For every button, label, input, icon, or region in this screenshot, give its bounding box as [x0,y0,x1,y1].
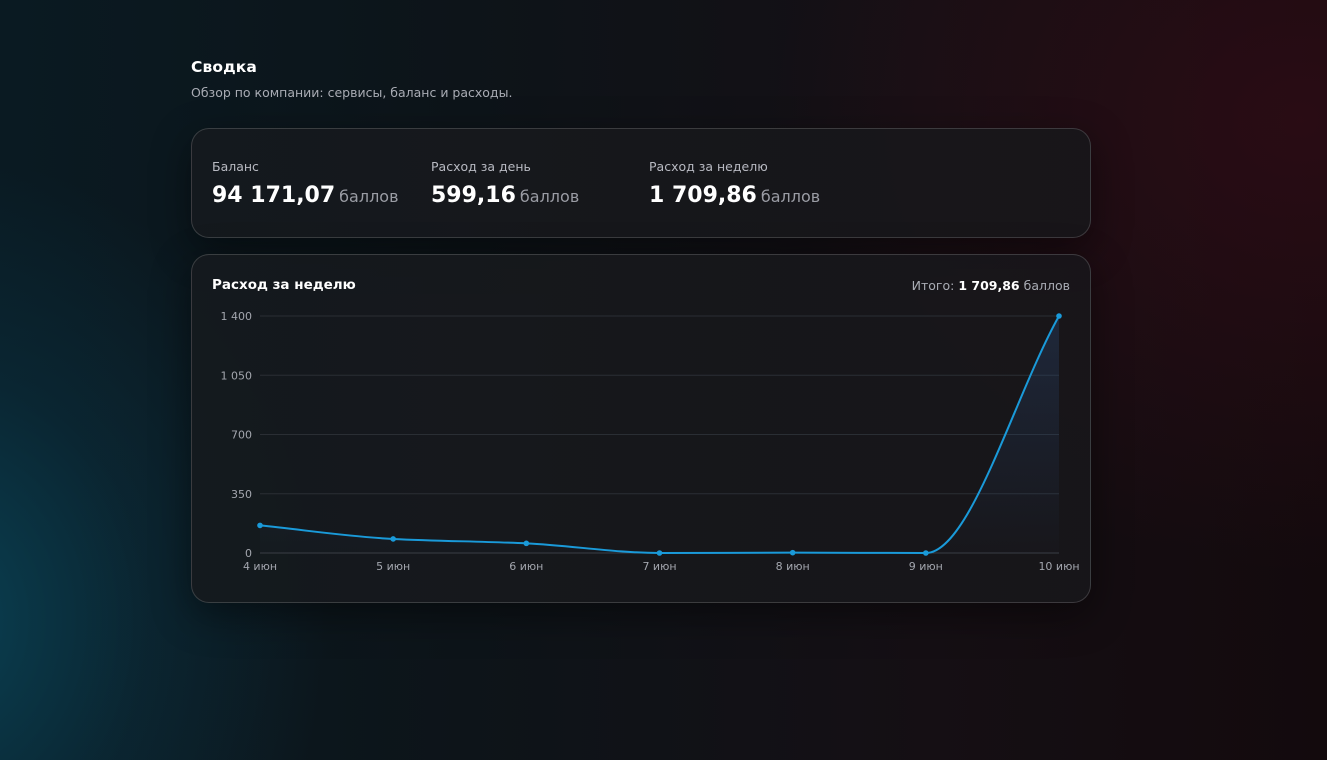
chart-total-unit: баллов [1023,278,1070,293]
stat-unit: баллов [339,187,399,206]
weekly-spend-chart: 0 350 700 1 050 1 400 4 июн 5 июн 6 июн 7 июн 8 и… [221,310,1080,573]
stat-daily-spend: Расход за день 599,16 баллов [431,159,579,208]
series-area [260,316,1059,553]
x-tick-label: 8 июн [776,560,810,573]
x-tick-label: 9 июн [909,560,943,573]
stat-weekly-spend: Расход за неделю 1 709,86 баллов [649,159,820,208]
chart-title: Расход за неделю [212,277,356,293]
stat-unit: баллов [519,187,580,206]
data-point [789,549,796,556]
chart-total-label: Итого: [911,278,955,293]
data-point [656,550,663,556]
data-point [1056,313,1062,319]
weekly-spend-chart-card: 0 350 700 1 050 1 400 4 июн 5 июн 6 июн 7 июн 8 и… [191,254,1091,603]
y-tick-label: 1 400 [221,310,253,323]
data-point [390,536,396,542]
x-tick-label: 4 июн [243,560,277,573]
y-tick-label: 350 [231,488,252,501]
summary-page: Сводка Обзор по компании: сервисы, балан… [191,58,1091,603]
data-point [923,550,929,556]
stat-value: 599,16 [431,183,516,208]
x-tick-label: 7 июн [642,560,676,573]
stat-value: 94 171,07 [212,183,336,208]
y-tick-label: 1 050 [221,369,253,382]
stats-card: Баланс 94 171,07 баллов Расход за день 59… [191,128,1091,238]
stat-label: Расход за день [431,159,531,174]
stat-label: Расход за неделю [649,159,768,174]
stat-balance: Баланс 94 171,07 баллов [212,159,399,208]
chart-total: Итого: 1 709,86 баллов [912,278,1070,293]
stat-value: 1 709,86 [649,183,757,208]
data-point [257,522,263,529]
x-tick-label: 10 июн [1038,560,1079,573]
stat-unit: баллов [760,187,821,206]
page-title: Сводка [191,58,257,76]
x-tick-label: 6 июн [509,560,543,573]
x-tick-label: 5 июн [376,560,410,573]
y-tick-label: 0 [245,547,252,560]
stat-label: Баланс [212,159,259,174]
data-point [523,540,530,547]
chart-total-value: 1 709,86 [958,278,1020,293]
page-subtitle: Обзор по компании: сервисы, баланс и рас… [191,85,513,100]
y-tick-label: 700 [231,429,252,442]
